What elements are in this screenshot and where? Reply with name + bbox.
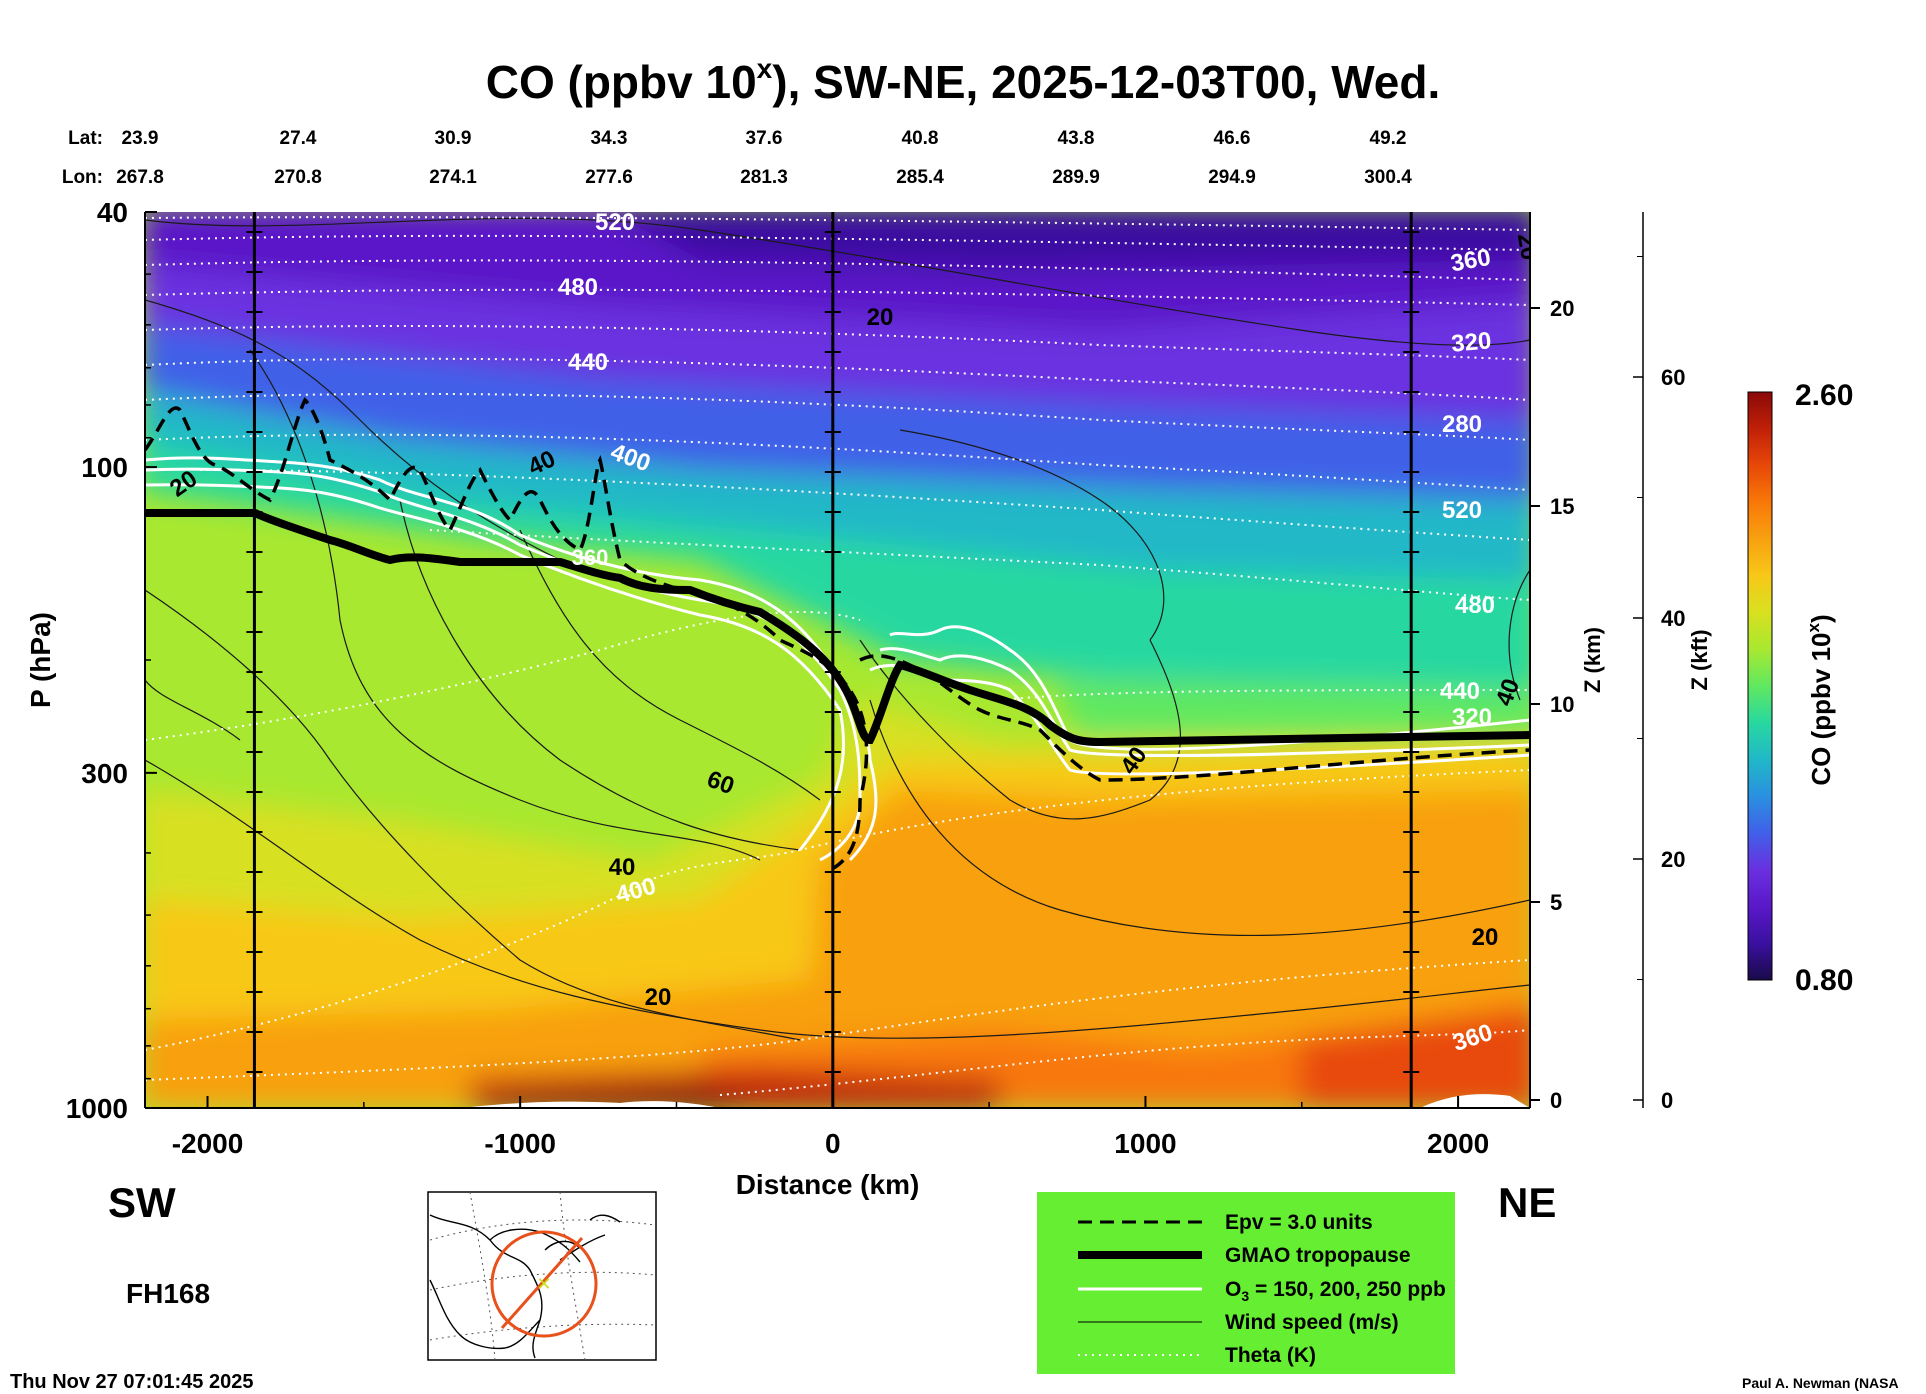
colorbar-max-label: 2.60	[1795, 379, 1853, 412]
tropopause-value-label: 360	[572, 545, 609, 570]
legend-epv-label: Epv = 3.0 units	[1225, 1211, 1373, 1234]
y-tick-label: 40	[97, 197, 128, 228]
wind-label: 40	[609, 854, 636, 881]
y-axis-label: P (hPa)	[25, 612, 56, 708]
z-km-tick-label: 0	[1550, 1088, 1562, 1113]
z-km-tick-label: 20	[1550, 296, 1574, 321]
wind-label: 20	[645, 984, 672, 1011]
lon-value: 267.8	[116, 167, 164, 188]
legend-tropopause-label: GMAO tropopause	[1225, 1244, 1411, 1267]
y-tick-label: 1000	[66, 1093, 128, 1124]
lon-value: 300.4	[1364, 167, 1412, 188]
lat-value: 49.2	[1370, 128, 1407, 149]
lat-value: 23.9	[122, 128, 159, 149]
z-kft-axis-label: Z (kft)	[1687, 629, 1712, 690]
lat-value: 30.9	[435, 128, 472, 149]
colorbar-min-label: 0.80	[1795, 964, 1853, 997]
z-km-axis-label: Z (km)	[1580, 627, 1605, 693]
theta-label: 280	[1442, 411, 1482, 438]
y-tick-label: 100	[81, 452, 128, 483]
sw-label: SW	[108, 1179, 176, 1226]
lon-value: 270.8	[274, 167, 322, 188]
wind-label: 20	[1512, 231, 1543, 262]
y-tick-label: 300	[81, 758, 128, 789]
wind-contours	[145, 217, 1530, 1041]
inset-map: ✕	[427, 1191, 657, 1361]
lat-value: 40.8	[902, 128, 939, 149]
z-km-tick-label: 15	[1550, 494, 1574, 519]
z-km-tick-label: 10	[1550, 692, 1574, 717]
theta-label: 520	[1442, 497, 1482, 524]
legend-ozone-label: O3 = 150, 200, 250 ppb	[1225, 1278, 1446, 1304]
lat-value: 27.4	[280, 128, 317, 149]
map-section-line	[500, 1237, 584, 1329]
wind-label: 20	[867, 304, 894, 331]
legend: Epv = 3.0 units GMAO tropopause O3 = 150…	[1037, 1192, 1455, 1374]
z-kft-tick-label: 20	[1661, 847, 1685, 872]
theta-label: 440	[568, 349, 608, 376]
z-kft-tick-label: 60	[1661, 365, 1685, 390]
z-km-tick-label: 5	[1550, 890, 1562, 915]
wind-label: 20	[1472, 924, 1499, 951]
timestamp: Thu Nov 27 07:01:45 2025	[10, 1371, 253, 1393]
epv-contours	[145, 397, 1530, 872]
theta-label: 440	[1440, 678, 1480, 705]
theta-label: 480	[1455, 592, 1495, 619]
credit: Paul A. Newman (NASA	[1742, 1375, 1899, 1391]
colorbar-label: CO (ppbv 10x)	[1804, 614, 1836, 785]
forecast-hour: FH168	[126, 1278, 210, 1309]
lon-value: 277.6	[585, 167, 633, 188]
terrain-mask	[460, 1094, 1530, 1108]
colorbar: 2.60 0.80 CO (ppbv 10x)	[1747, 379, 1853, 997]
lon-value: 281.3	[740, 167, 788, 188]
z-kft-tick-label: 40	[1661, 606, 1685, 631]
theta-contours	[145, 216, 1530, 1096]
lon-value: 285.4	[896, 167, 944, 188]
lon-row-label: Lon:	[62, 167, 103, 188]
x-axis-label: Distance (km)	[736, 1169, 920, 1200]
reference-vertical-lines	[246, 212, 1420, 1108]
theta-label: 520	[595, 209, 635, 236]
x-tick-label: -1000	[484, 1128, 556, 1159]
map-range-ring	[490, 1230, 598, 1338]
x-tick-label: 0	[825, 1128, 841, 1159]
theta-label: 480	[558, 274, 598, 301]
theta-label: 320	[1452, 704, 1492, 731]
lat-row-label: Lat:	[68, 128, 103, 149]
ne-label: NE	[1498, 1179, 1556, 1226]
x-tick-label: -2000	[172, 1128, 244, 1159]
lat-lon-labels: 23.9 27.4 30.9 34.3 37.6 40.8 43.8 46.6 49.2 267.…	[116, 128, 1412, 188]
z-kft-tick-label: 0	[1661, 1088, 1673, 1113]
tropopause-line	[145, 509, 1530, 747]
chart-title: CO (ppbv 10x), SW-NE, 2025-12-03T00, Wed…	[486, 53, 1441, 108]
lon-value: 289.9	[1052, 167, 1100, 188]
lat-value: 34.3	[591, 128, 628, 149]
lat-value: 46.6	[1214, 128, 1251, 149]
x-tick-label: 1000	[1114, 1128, 1176, 1159]
lat-value: 37.6	[746, 128, 783, 149]
colorbar-gradient	[1747, 391, 1773, 981]
lat-value: 43.8	[1058, 128, 1095, 149]
theta-label: 320	[1450, 327, 1492, 357]
legend-theta-label: Theta (K)	[1225, 1344, 1316, 1367]
legend-wind-label: Wind speed (m/s)	[1225, 1311, 1399, 1334]
x-tick-label: 2000	[1427, 1128, 1489, 1159]
map-center-marker: ✕	[536, 1274, 551, 1294]
map-graticule	[429, 1191, 656, 1361]
lon-value: 274.1	[429, 167, 477, 188]
theta-labels: 5204804404003603202805204804404003603203…	[558, 209, 1496, 1057]
lon-value: 294.9	[1208, 167, 1256, 188]
